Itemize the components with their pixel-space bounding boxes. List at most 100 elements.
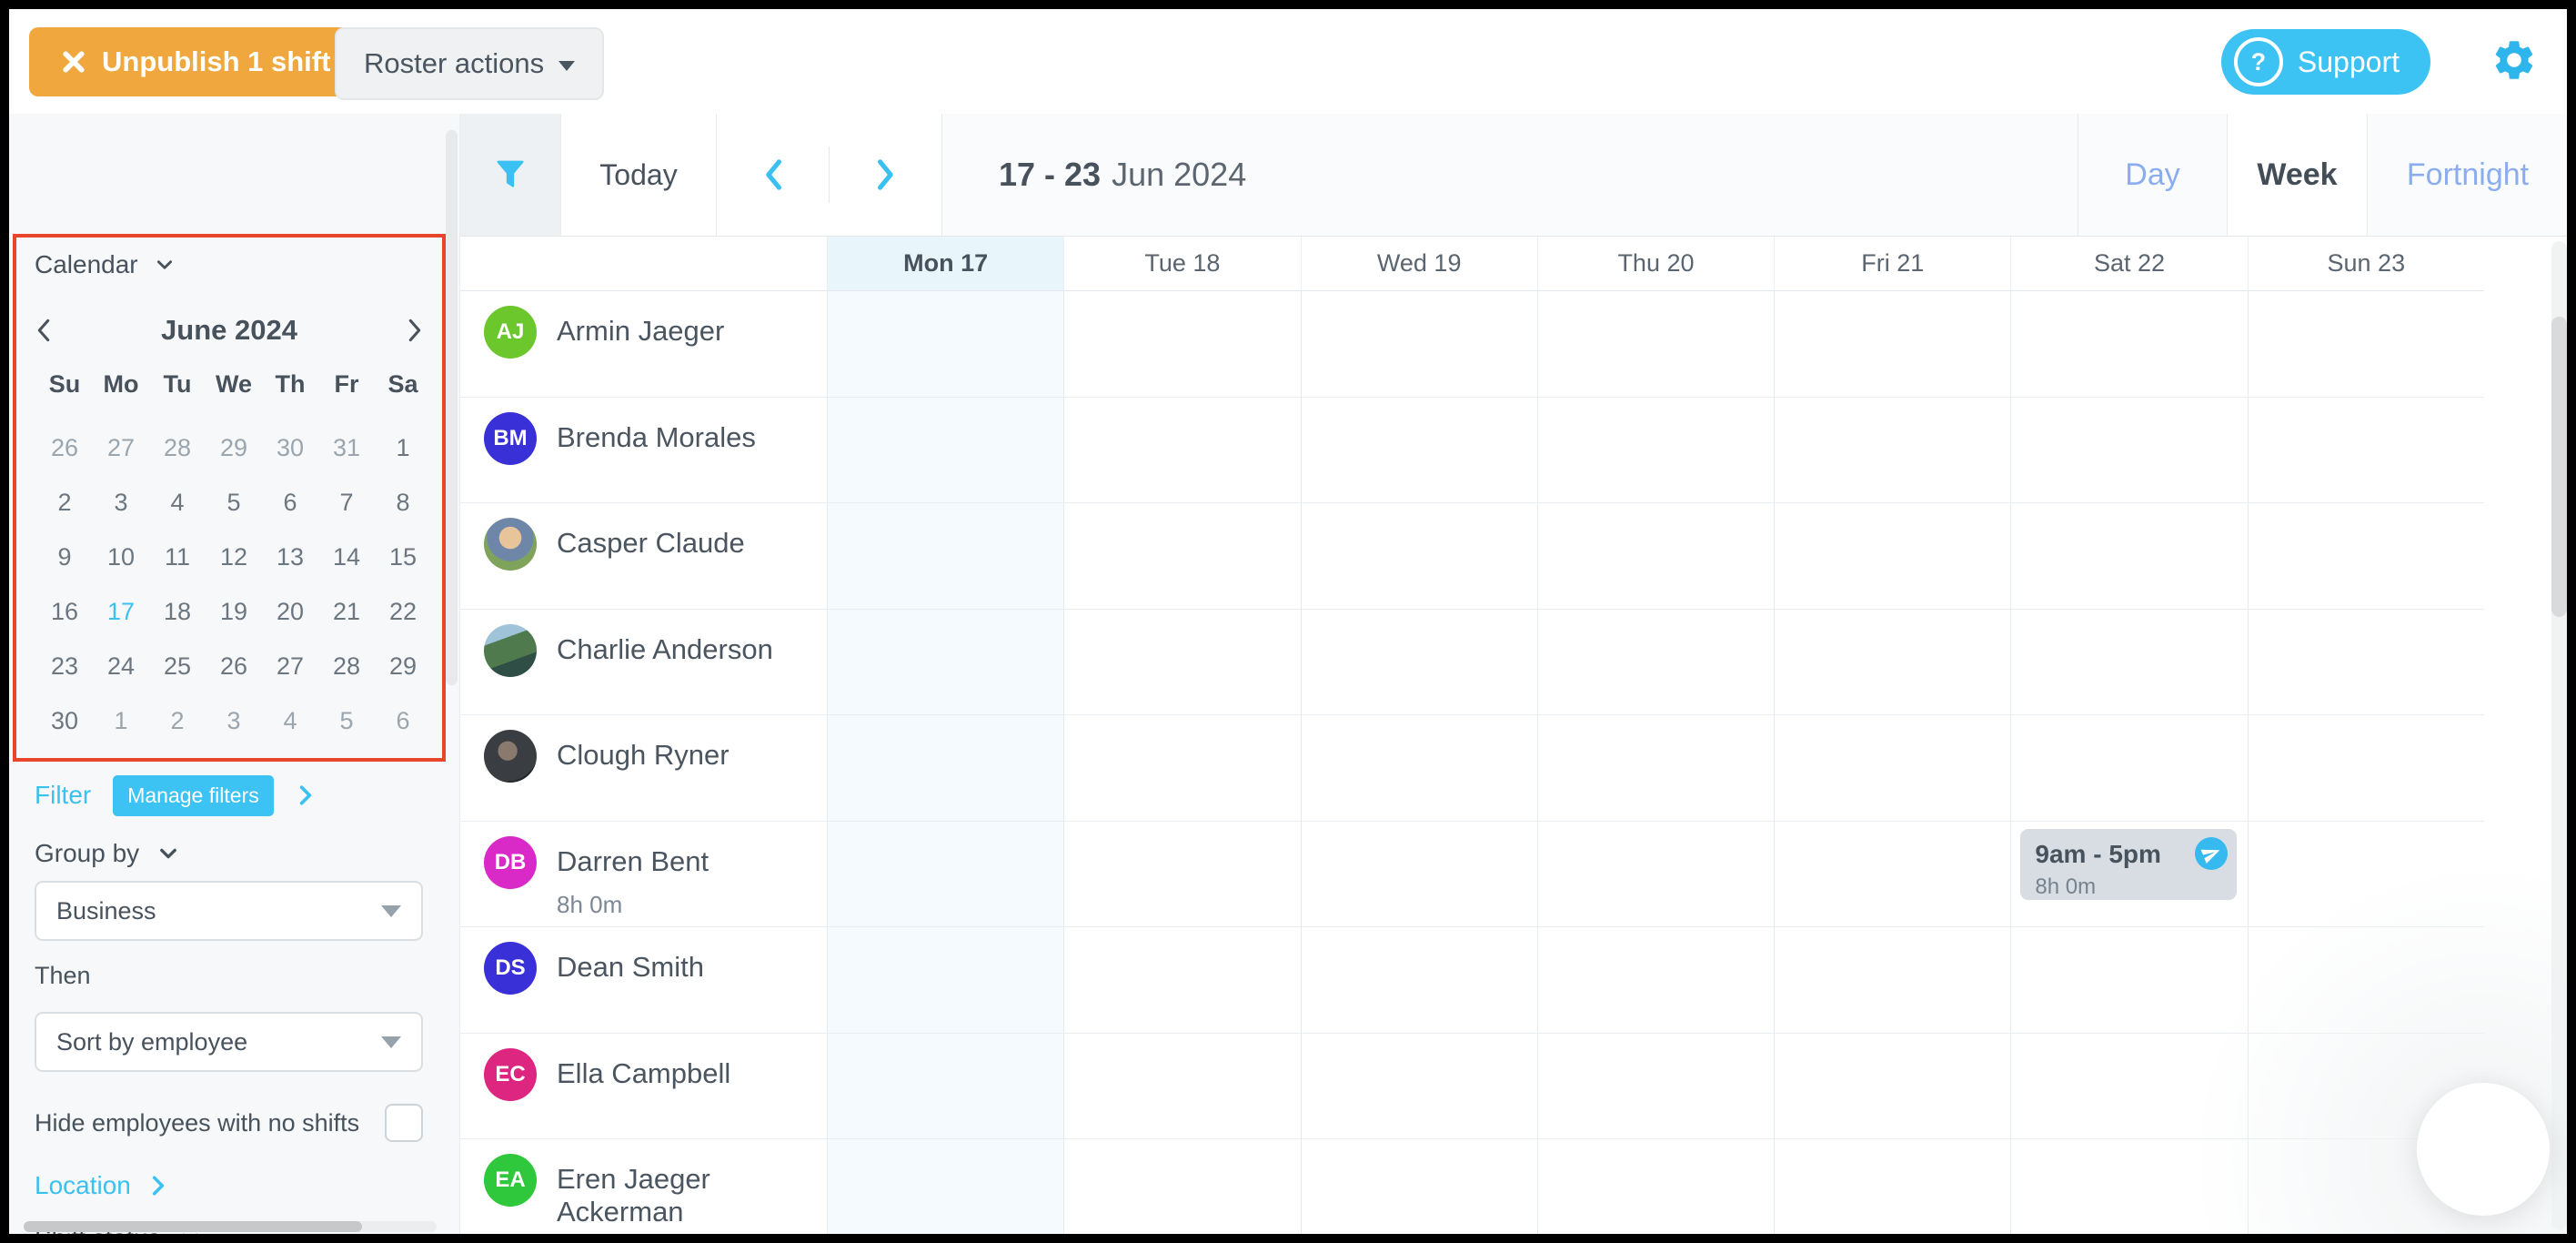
support-button[interactable]: ? Support: [2220, 29, 2430, 95]
calendar-day[interactable]: 19: [219, 597, 248, 625]
calendar-day[interactable]: 29: [388, 652, 418, 680]
shift-cell[interactable]: [1063, 397, 1300, 502]
employee-cell[interactable]: EC Ella Campbell: [460, 1034, 827, 1139]
employee-cell[interactable]: DB Darren Bent 8h 0m: [460, 822, 827, 927]
shift-cell[interactable]: [1063, 927, 1300, 1033]
shift-cell[interactable]: [2247, 503, 2484, 609]
tab-fortnight[interactable]: Fortnight: [2406, 157, 2530, 192]
calendar-day[interactable]: 20: [276, 597, 305, 625]
shift-cell[interactable]: [2010, 1139, 2247, 1234]
shift-cell[interactable]: [1536, 927, 1774, 1033]
shift-cell[interactable]: [1300, 503, 1537, 609]
calendar-day[interactable]: 14: [332, 542, 361, 571]
group-by-select[interactable]: Business: [35, 881, 423, 941]
chat-launcher-button[interactable]: [2417, 1083, 2550, 1216]
calendar-day[interactable]: 28: [332, 652, 361, 680]
shift-cell[interactable]: [2010, 291, 2247, 397]
filter-funnel-button[interactable]: [460, 114, 561, 236]
calendar-day[interactable]: 21: [332, 597, 361, 625]
shift-cell[interactable]: [1063, 1139, 1300, 1234]
chevron-down-icon[interactable]: [155, 255, 175, 275]
roster-actions-button[interactable]: Roster actions: [335, 27, 605, 100]
gear-icon[interactable]: [2490, 36, 2538, 84]
tab-day[interactable]: Day: [2078, 114, 2227, 236]
calendar-day[interactable]: 25: [163, 652, 192, 680]
calendar-day[interactable]: 15: [388, 542, 418, 571]
calendar-day[interactable]: 17: [106, 597, 136, 625]
calendar-day[interactable]: 12: [219, 542, 248, 571]
shift-cell[interactable]: [1536, 291, 1774, 397]
calendar-day[interactable]: 26: [219, 652, 248, 680]
calendar-day[interactable]: 26: [50, 433, 79, 461]
calendar-day[interactable]: 9: [57, 542, 72, 571]
shift-cell[interactable]: [1300, 821, 1537, 926]
shift-cell[interactable]: [2247, 821, 2484, 926]
sidebar-horizontal-scrollbar-thumb[interactable]: [24, 1221, 362, 1232]
shift-cell[interactable]: [2247, 927, 2484, 1033]
shift-cell[interactable]: [1774, 1139, 2010, 1234]
calendar-day[interactable]: 6: [396, 706, 410, 734]
calendar-day[interactable]: 31: [332, 433, 361, 461]
calendar-day[interactable]: 18: [163, 597, 192, 625]
shift-cell[interactable]: [1063, 1033, 1300, 1138]
calendar-day[interactable]: 8: [396, 488, 410, 516]
shift-cell[interactable]: [2247, 397, 2484, 502]
manage-filters-button[interactable]: Manage filters: [113, 774, 274, 816]
shift-cell[interactable]: [2010, 397, 2247, 502]
shift-block[interactable]: 9am - 5pm 8h 0m: [2020, 828, 2237, 900]
shift-cell[interactable]: [826, 927, 1064, 1033]
calendar-day[interactable]: 10: [106, 542, 136, 571]
calendar-day[interactable]: 30: [276, 433, 305, 461]
calendar-day[interactable]: 13: [276, 542, 305, 571]
shift-cell[interactable]: [1300, 1033, 1537, 1138]
sidebar-vertical-scrollbar-thumb[interactable]: [446, 130, 458, 685]
chevron-down-icon[interactable]: [157, 843, 179, 864]
shift-cell[interactable]: [1300, 927, 1537, 1033]
calendar-day[interactable]: 28: [163, 433, 192, 461]
calendar-day[interactable]: 4: [283, 706, 297, 734]
employee-cell[interactable]: DS Dean Smith: [460, 927, 827, 1033]
shift-cell[interactable]: [2010, 609, 2247, 714]
shift-cell[interactable]: [2247, 291, 2484, 397]
shift-cell[interactable]: [2010, 927, 2247, 1033]
shift-cell[interactable]: [1536, 503, 1774, 609]
shift-cell[interactable]: [1536, 1139, 1774, 1234]
shift-cell[interactable]: [1774, 821, 2010, 926]
shift-cell[interactable]: [1774, 291, 2010, 397]
calendar-day[interactable]: 23: [50, 652, 79, 680]
hide-employees-checkbox[interactable]: [385, 1104, 423, 1142]
shift-cell[interactable]: [826, 291, 1064, 397]
shift-cell[interactable]: [1063, 503, 1300, 609]
shift-cell[interactable]: [1300, 397, 1537, 502]
shift-cell[interactable]: [1063, 291, 1300, 397]
shift-cell[interactable]: [1300, 1139, 1537, 1234]
tab-week[interactable]: Week: [2227, 114, 2368, 236]
calendar-day[interactable]: 11: [164, 542, 191, 571]
main-vertical-scrollbar-thumb[interactable]: [2551, 317, 2567, 617]
chevron-right-icon[interactable]: [149, 1175, 167, 1197]
employee-cell[interactable]: Casper Claude: [460, 503, 827, 609]
calendar-day[interactable]: 2: [57, 488, 72, 516]
chevron-right-icon[interactable]: [296, 784, 316, 806]
shift-cell[interactable]: [1300, 291, 1537, 397]
calendar-day[interactable]: 6: [283, 488, 297, 516]
calendar-day[interactable]: 4: [170, 488, 185, 516]
calendar-day[interactable]: 3: [114, 488, 128, 516]
calendar-day[interactable]: 1: [396, 433, 410, 461]
shift-cell[interactable]: [1774, 609, 2010, 714]
shift-cell[interactable]: [1774, 503, 2010, 609]
shift-cell[interactable]: [1774, 715, 2010, 821]
today-button[interactable]: Today: [561, 114, 717, 236]
shift-cell[interactable]: [2010, 503, 2247, 609]
shift-cell[interactable]: [2010, 1033, 2247, 1138]
shift-cell[interactable]: [1536, 821, 1774, 926]
shift-cell[interactable]: [1300, 715, 1537, 821]
calendar-day[interactable]: 29: [219, 433, 248, 461]
calendar-day[interactable]: 7: [339, 488, 354, 516]
shift-cell[interactable]: [826, 821, 1064, 926]
shift-cell[interactable]: [1063, 715, 1300, 821]
shift-cell[interactable]: [1536, 609, 1774, 714]
employee-cell[interactable]: BM Brenda Morales: [460, 398, 827, 503]
employee-cell[interactable]: Charlie Anderson: [460, 610, 827, 715]
shift-cell[interactable]: [826, 397, 1064, 502]
